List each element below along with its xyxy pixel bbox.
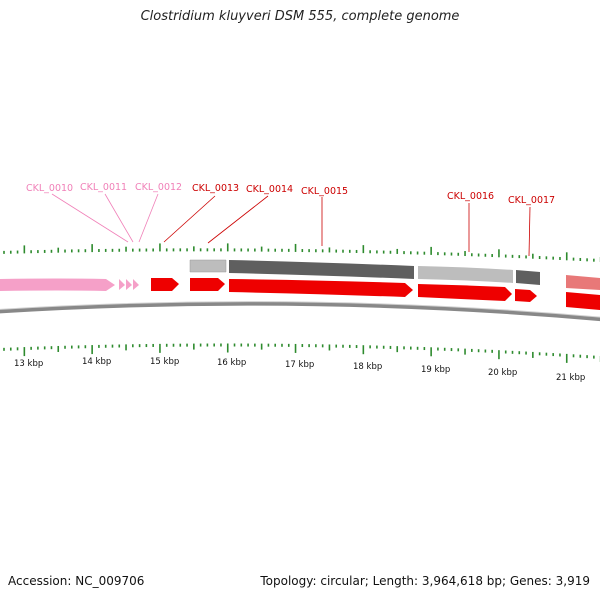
genome-backbone-highlight <box>0 301 600 318</box>
feature-block <box>516 270 540 285</box>
leader-lines <box>51 193 531 257</box>
tick-label: 20 kbp <box>488 368 517 378</box>
feature-block <box>229 260 414 279</box>
leader-line <box>104 193 134 243</box>
tick-row-top <box>3 243 600 263</box>
gene-label: CKL_0016 <box>447 191 494 202</box>
feature-block <box>189 259 227 273</box>
tick-label: 21 kbp <box>556 373 585 383</box>
tick-label: 13 kbp <box>14 359 43 369</box>
kbp-labels: 13 kbp 14 kbp 15 kbp 16 kbp 17 kbp 18 kb… <box>14 357 585 383</box>
feature-track <box>189 259 540 285</box>
leader-line <box>528 206 531 257</box>
gene-arrow-red <box>190 278 225 291</box>
leader-line <box>207 195 269 244</box>
feature-block <box>418 266 513 283</box>
tick-label: 15 kbp <box>150 357 179 367</box>
gene-arrow-pink <box>119 279 125 290</box>
gene-arrow-red <box>515 289 537 302</box>
leader-line <box>138 193 159 243</box>
gene-arrow-pink <box>126 279 132 290</box>
gene-label: CKL_0013 <box>192 183 239 194</box>
tick-label: 17 kbp <box>285 360 314 370</box>
tick-label: 16 kbp <box>217 358 246 368</box>
genome-summary-text: Topology: circular; Length: 3,964,618 bp… <box>260 574 590 588</box>
tick-label: 18 kbp <box>353 362 382 372</box>
leader-line <box>51 193 129 243</box>
genome-title: Clostridium kluyveri DSM 555, complete g… <box>140 9 460 24</box>
gene-labels: CKL_0010 CKL_0011 CKL_0012 CKL_0013 CKL_… <box>26 182 555 206</box>
gene-track <box>0 275 600 310</box>
leader-line <box>163 195 216 243</box>
gene-label: CKL_0015 <box>301 186 348 197</box>
gene-arrow-red-partial <box>566 292 600 310</box>
gene-label: CKL_0011 <box>80 182 127 193</box>
accession-text: Accession: NC_009706 <box>8 574 145 588</box>
genome-backbone <box>0 301 600 322</box>
gene-label: CKL_0017 <box>508 195 555 206</box>
gene-arrow-pink <box>133 279 139 290</box>
tick-label: 14 kbp <box>82 357 111 367</box>
gene-arrow-red <box>229 279 413 297</box>
gene-label: CKL_0010 <box>26 183 73 194</box>
tick-row-bottom <box>3 343 600 363</box>
gene-label: CKL_0014 <box>246 184 293 195</box>
gene-arrow-pink <box>0 278 115 291</box>
tick-label: 19 kbp <box>421 365 450 375</box>
gene-arrow-red <box>151 278 179 291</box>
gene-arrow-red <box>418 284 512 301</box>
gene-arrow-salmon <box>566 275 600 290</box>
gene-label: CKL_0012 <box>135 182 182 193</box>
